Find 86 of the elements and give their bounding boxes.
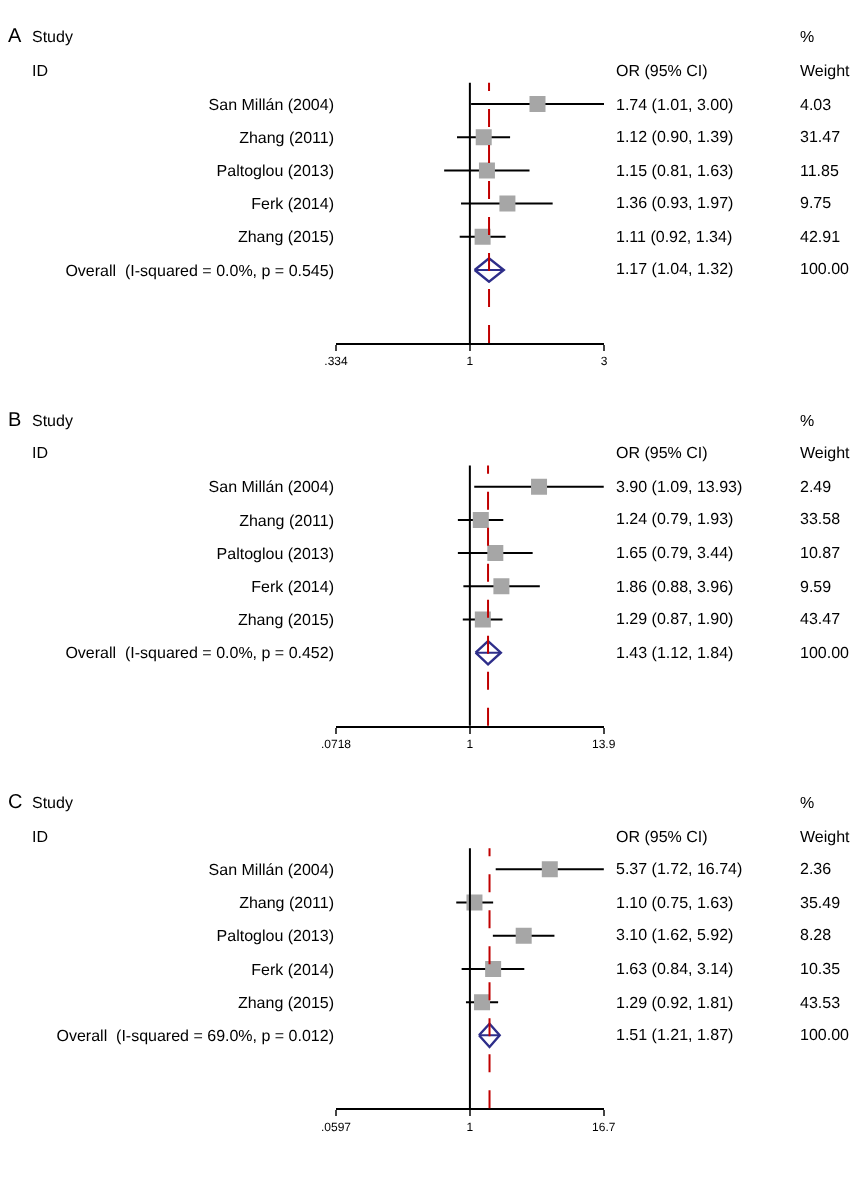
text: % <box>800 412 815 430</box>
y-tick-label: Ferk (2014) <box>251 960 335 979</box>
text: Study <box>32 412 73 430</box>
y-tick-label: Ferk (2014) <box>251 195 335 214</box>
text: 10.35 <box>800 960 842 978</box>
text: 1.29 (0.87, 1.90) <box>616 610 735 628</box>
text: 2.49 <box>800 478 833 496</box>
y-tick-label: Overall (I-squared = 0.0%, p = 0.452) <box>65 644 335 663</box>
text: 1.51 (1.21, 1.87) <box>616 1026 735 1044</box>
text: ID <box>32 444 49 462</box>
point <box>474 228 491 245</box>
text: 100.00 <box>800 644 851 662</box>
text: 1.24 (0.79, 1.93) <box>616 510 735 528</box>
y-tick-label: Zhang (2015) <box>237 611 335 630</box>
point <box>474 639 503 666</box>
text: OR (95% CI) <box>616 828 709 846</box>
y-tick-label: Zhang (2011) <box>239 894 335 913</box>
text: 9.75 <box>800 194 833 212</box>
y-tick-label: San Millán (2004) <box>208 95 335 114</box>
text: 3.10 (1.62, 5.92) <box>616 926 735 944</box>
point <box>499 195 516 212</box>
point <box>475 129 492 146</box>
text: 9.59 <box>800 578 833 596</box>
text: Weight <box>800 62 852 80</box>
point <box>477 1022 501 1049</box>
text: 1.11 (0.92, 1.34) <box>616 228 733 246</box>
text: 8.28 <box>800 926 833 944</box>
text: A <box>8 26 22 48</box>
text: Weight <box>800 444 852 462</box>
text: ID <box>32 62 49 80</box>
text: B <box>8 410 22 432</box>
text: 100.00 <box>800 1026 851 1044</box>
text: 10.87 <box>800 544 842 562</box>
text: 100.00 <box>800 260 851 278</box>
text: C <box>8 792 23 814</box>
text: Study <box>32 28 73 46</box>
y-tick-label: Paltoglou (2013) <box>216 544 335 563</box>
text: 43.53 <box>800 994 842 1012</box>
point <box>478 162 495 179</box>
text: 1.86 (0.88, 3.96) <box>616 578 735 596</box>
text: 11.85 <box>800 162 840 180</box>
y-tick-label: Zhang (2015) <box>237 228 335 247</box>
text: 35.49 <box>800 894 842 912</box>
y-tick-label: Ferk (2014) <box>251 577 335 596</box>
text: 2.36 <box>800 860 833 878</box>
y-tick-label: Paltoglou (2013) <box>216 927 335 946</box>
point <box>541 861 558 878</box>
y-tick-label: San Millán (2004) <box>208 860 335 879</box>
point <box>474 611 491 628</box>
text: 1.63 (0.84, 3.14) <box>616 960 735 978</box>
y-tick-label: Zhang (2011) <box>239 128 335 147</box>
point <box>531 478 548 495</box>
text: 1.36 (0.93, 1.97) <box>616 194 735 212</box>
text: % <box>800 794 815 812</box>
y-tick-label: San Millán (2004) <box>208 478 335 497</box>
text: 5.37 (1.72, 16.74) <box>616 860 743 878</box>
text: 1.10 (0.75, 1.63) <box>616 894 735 912</box>
y-tick-label: Paltoglou (2013) <box>216 162 335 181</box>
text: 1.74 (1.01, 3.00) <box>616 96 735 114</box>
text: OR (95% CI) <box>616 444 709 462</box>
text: 3.90 (1.09, 13.93) <box>616 478 743 496</box>
y-tick-label: Overall (I-squared = 69.0%, p = 0.012) <box>56 1026 335 1045</box>
text: 1.29 (0.92, 1.81) <box>616 994 735 1012</box>
text: 42.91 <box>800 228 842 246</box>
point <box>529 96 546 113</box>
point <box>487 545 504 562</box>
text: 33.58 <box>800 510 842 528</box>
text: 4.03 <box>800 96 833 114</box>
point <box>473 257 505 283</box>
text: 1.15 (0.81, 1.63) <box>616 162 735 180</box>
text: 1.17 (1.04, 1.32) <box>616 260 735 278</box>
text: OR (95% CI) <box>616 62 709 80</box>
text: 43.47 <box>800 610 842 628</box>
point <box>485 960 502 977</box>
y-tick-label: Overall (I-squared = 0.0%, p = 0.545) <box>65 261 335 280</box>
text: % <box>800 28 815 46</box>
point <box>474 994 491 1011</box>
text: ID <box>32 828 49 846</box>
text: Weight <box>800 828 852 846</box>
text: 1.12 (0.90, 1.39) <box>616 128 735 146</box>
y-tick-label: Zhang (2015) <box>237 993 335 1012</box>
text: 1.43 (1.12, 1.84) <box>616 644 735 662</box>
text: 31.47 <box>800 128 842 146</box>
text: 1.65 (0.79, 3.44) <box>616 544 735 562</box>
text: Study <box>32 794 73 812</box>
y-tick-label: Zhang (2011) <box>239 511 335 530</box>
